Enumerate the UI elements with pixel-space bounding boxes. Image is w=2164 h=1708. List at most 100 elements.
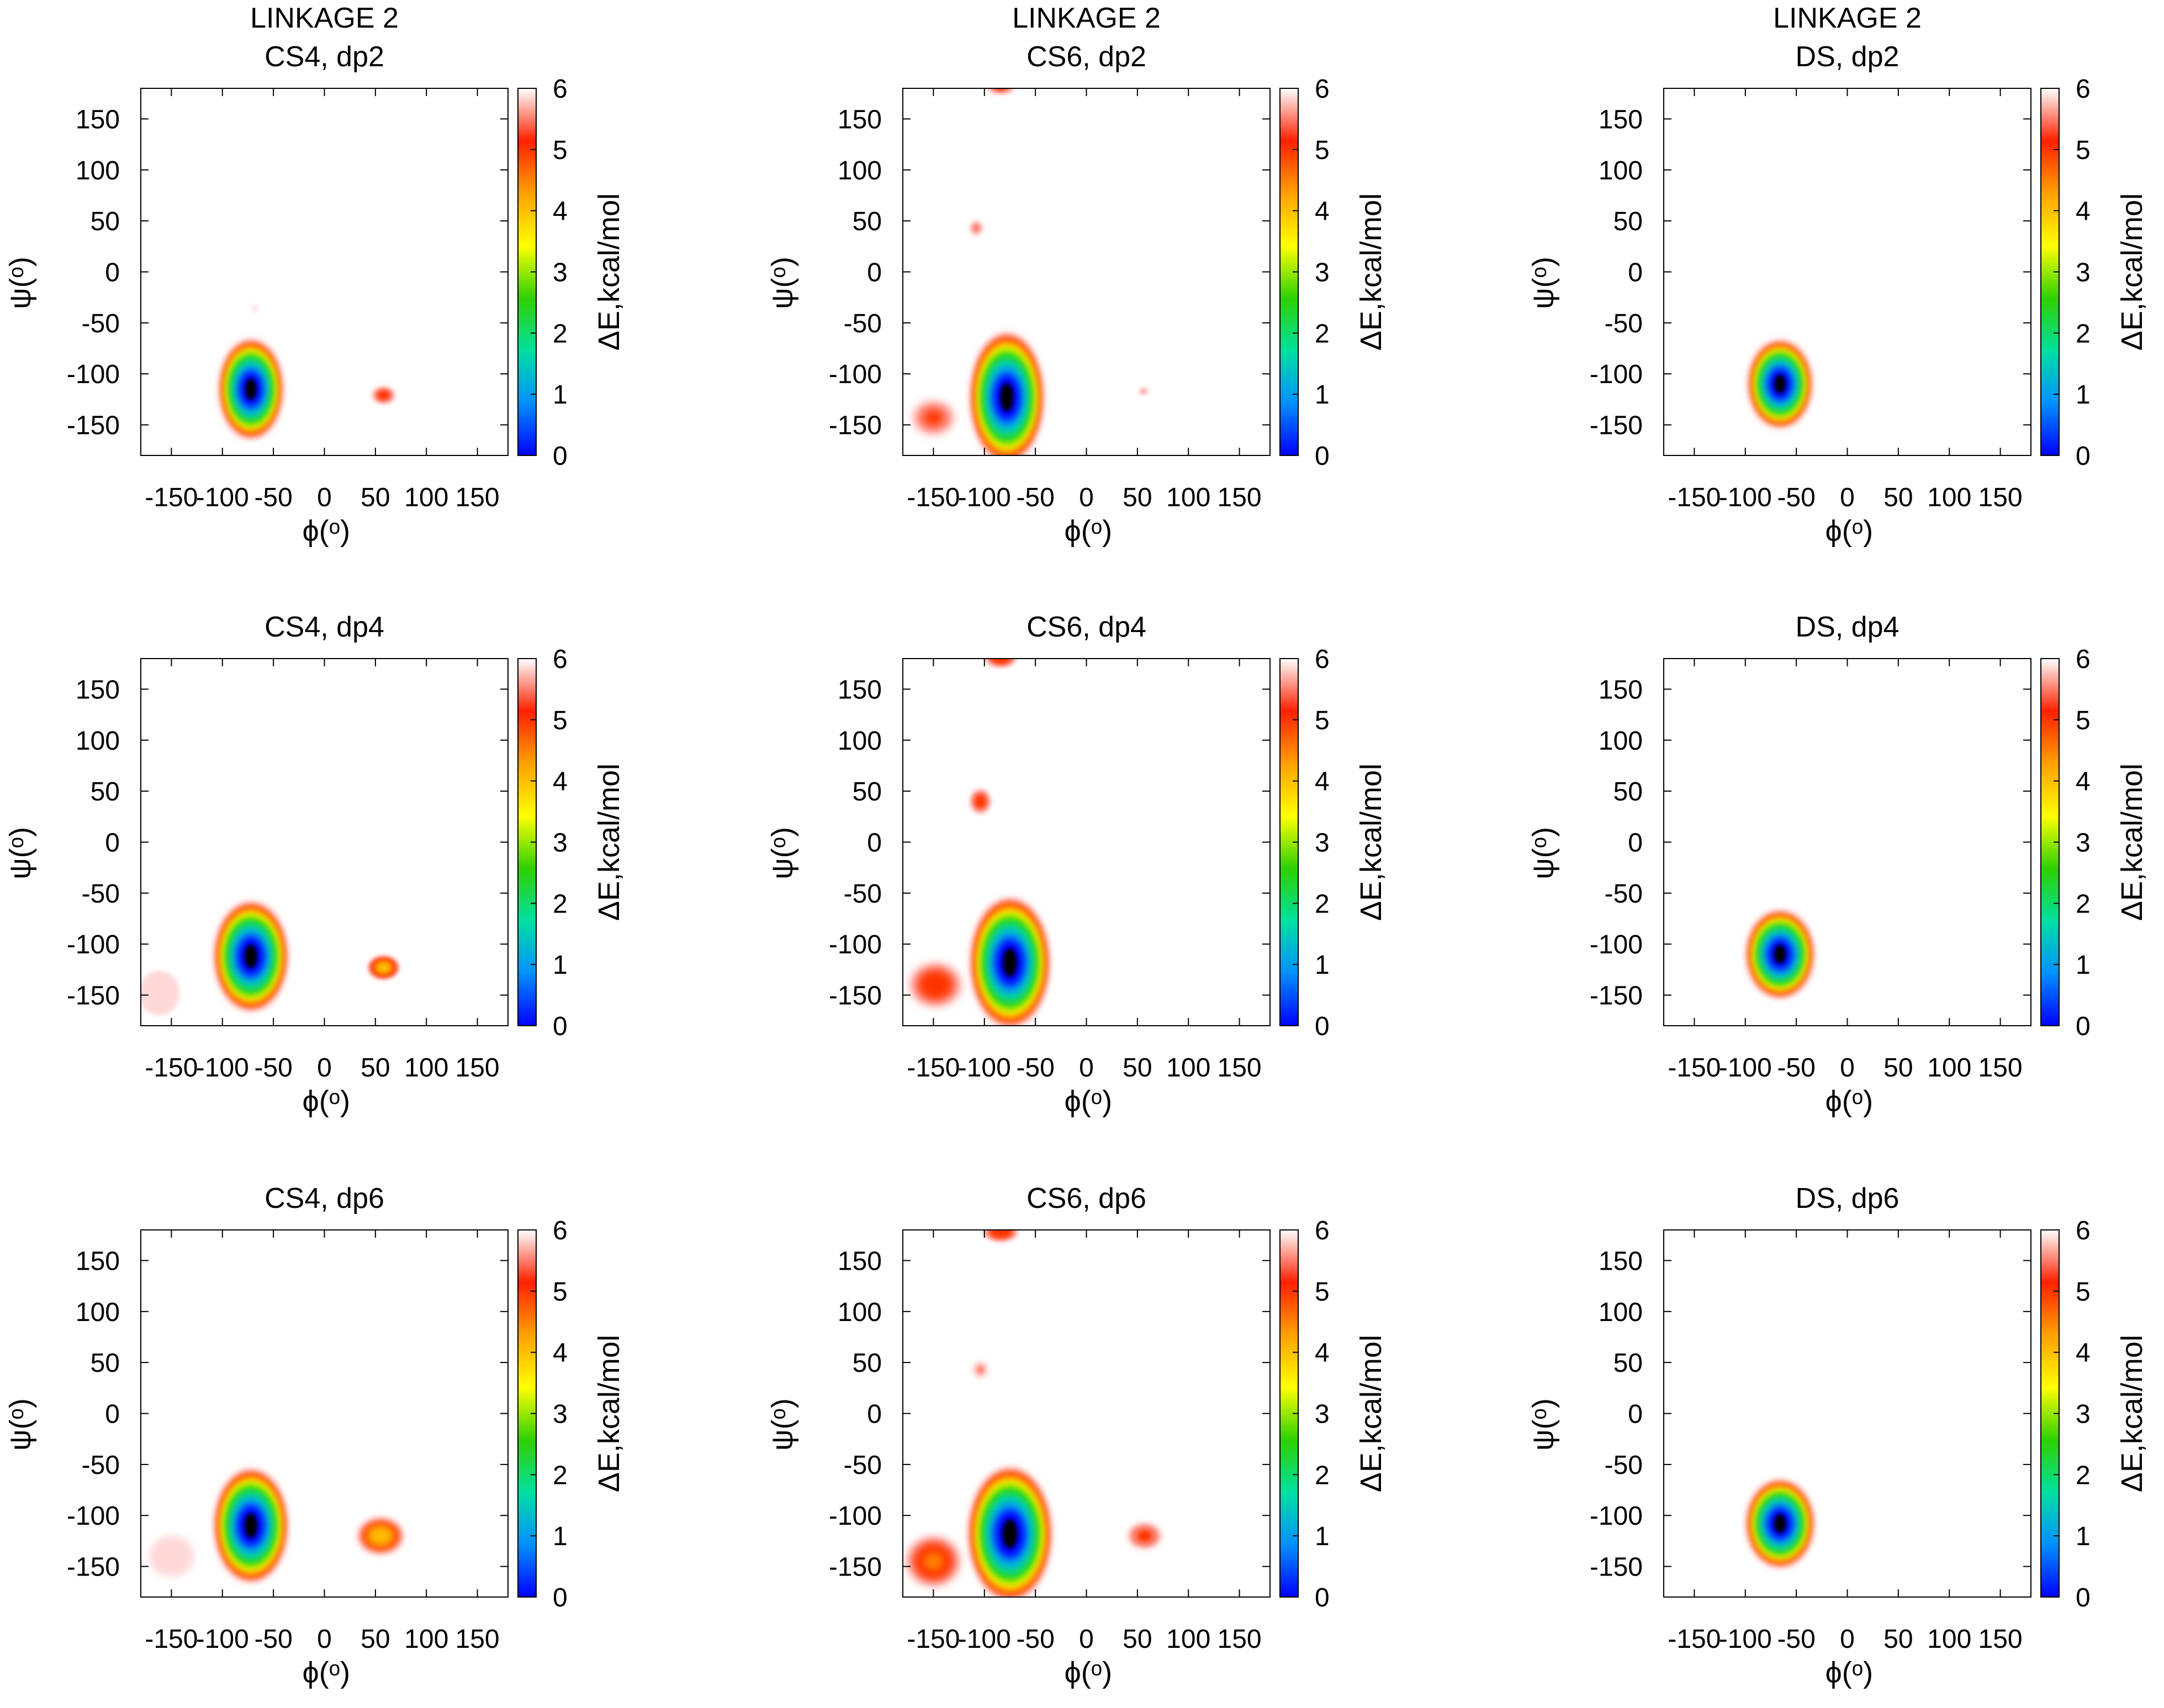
x-tick-label: 100 [1166,1053,1210,1083]
heat-layer [141,902,400,1016]
x-tick-label: -100 [958,483,1011,512]
heatmap-panel: CS6, dp4-150-100 -50 0 50 100 150-150-100-500… [766,611,1388,1118]
colorbar-tick-label: 4 [1315,1339,1330,1368]
colorbar-tick-label: 4 [2076,767,2091,797]
colorbar-tick-label: 1 [553,380,568,410]
x-tick-label: 150 [1978,1053,2023,1083]
y-tick-label: 100 [1599,726,1643,756]
energy-contour [149,1536,194,1577]
colorbar-label: ΔE,kcal/mol [2115,193,2149,351]
y-tick-label: -100 [67,360,120,389]
x-tick-label: 150 [1218,1053,1262,1083]
heat-layer [1749,341,1811,427]
x-axis-label: ϕ(ᵒ) [303,1656,351,1689]
y-tick-label: -150 [1590,411,1643,441]
colorbar-tick-label: 6 [553,1216,568,1245]
heatmap-panel: DS, dp6-150-100 -50 0 50 100 150-150-100-5005… [1527,1182,2149,1689]
y-tick-label: -150 [67,1553,120,1582]
y-tick-label: 0 [1628,1400,1643,1429]
colorbar-tick-label: 4 [553,767,568,797]
x-tick-label: -150 [145,483,198,512]
y-tick-label: -100 [1590,1502,1643,1531]
colorbar-tick-label: 5 [1315,706,1330,735]
heat-layer [149,1470,403,1582]
x-tick-label: -150 [145,1053,198,1083]
plot-frame [140,88,509,456]
y-tick-label: 50 [91,1349,120,1378]
x-tick-label: 150 [1218,1625,1262,1654]
plot-frame [1663,88,2031,456]
energy-contour [972,223,981,233]
energy-minimum [1774,945,1786,964]
x-tick-label: 0 [1840,1625,1855,1654]
panel-title: LINKAGE 2 [250,2,399,34]
y-tick-label: 0 [867,258,882,288]
x-tick-label: 100 [1927,483,1971,512]
heatmap-panel: LINKAGE 2DS, dp2-150-100 -50 0 50 100 150-150… [1527,2,2149,548]
colorbar-tick-label: 2 [1315,1461,1330,1490]
panel-title: CS4, dp6 [264,1182,384,1214]
x-tick-label: -50 [254,1053,292,1083]
colorbar-tick-label: 6 [1315,75,1330,104]
colorbar-tick-label: 3 [2076,829,2091,858]
colorbar-tick-label: 5 [553,706,568,735]
x-tick-label: 50 [361,483,390,512]
x-tick-label: -50 [1016,1053,1054,1083]
x-tick-label: 100 [1166,483,1210,512]
x-tick-label: 50 [1123,1053,1152,1083]
x-tick-label: 150 [1978,483,2023,512]
colorbar-tick-label: 2 [2076,319,2091,348]
colorbar-tick-label: 5 [1315,136,1330,165]
panel-title: DS, dp6 [1796,1182,1900,1214]
y-tick-label: -150 [829,411,882,441]
colorbar-tick-label: 6 [2076,1216,2091,1245]
y-tick-label: 50 [1613,777,1643,807]
colorbar-tick-label: 2 [553,1461,568,1490]
energy-minimum [245,378,257,400]
y-tick-label: -50 [1605,879,1643,909]
colorbar-tick-label: 6 [553,645,568,674]
x-tick-label: -50 [1016,1625,1054,1654]
y-axis-label: ψ(ᵒ) [766,1398,799,1451]
y-tick-label: 150 [838,1246,882,1276]
energy-minimum [1774,374,1786,394]
y-tick-label: 0 [867,829,882,858]
colorbar-label: ΔE,kcal/mol [1355,193,1388,351]
energy-contour [378,391,390,400]
colorbar-tick-label: 3 [2076,258,2091,288]
panel-title: CS4, dp4 [264,611,384,643]
y-tick-label: -50 [1605,1451,1643,1480]
y-tick-label: 150 [76,675,120,704]
energy-minimum [244,1513,258,1539]
y-tick-label: -100 [1590,360,1643,389]
x-tick-label: -100 [196,483,249,512]
colorbar-tick-label: 1 [553,951,568,980]
y-tick-label: -150 [67,411,120,441]
energy-contour [369,1527,391,1545]
y-tick-label: -50 [844,309,882,338]
x-tick-label: 0 [1079,1053,1094,1083]
y-tick-label: 100 [76,1298,120,1327]
panel-title: CS4, dp2 [264,41,384,73]
x-tick-label: -150 [1668,1053,1721,1083]
heatmap-panel: CS6, dp6-150-100 -50 0 50 100 150-150-100-500… [766,1182,1388,1689]
colorbar-tick-label: 0 [1315,1583,1330,1612]
colorbar-label: ΔE,kcal/mol [592,763,626,921]
colorbar-tick-label: 1 [2076,380,2091,410]
energy-contour [923,1552,943,1571]
colorbar-tick-label: 3 [1315,829,1330,858]
heat-layer [904,1230,1163,1597]
x-tick-label: -150 [907,1625,960,1654]
colorbar-tick-label: 4 [2076,1339,2091,1368]
heat-layer [220,305,396,438]
x-tick-label: -100 [1719,1625,1772,1654]
y-axis-label: ψ(ᵒ) [4,257,37,309]
energy-minimum [1774,1514,1786,1534]
colorbar-tick-label: 4 [553,197,568,226]
x-axis-label: ϕ(ᵒ) [1065,1656,1113,1689]
y-tick-label: -150 [829,1553,882,1582]
plot-frame [140,1229,509,1598]
x-tick-label: 150 [456,1053,500,1083]
y-tick-label: -150 [1590,982,1643,1011]
y-axis-label: ψ(ᵒ) [1527,827,1560,879]
